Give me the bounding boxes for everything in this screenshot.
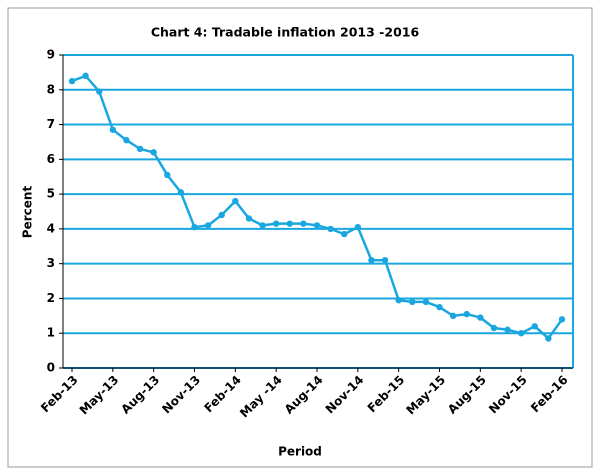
y-axis-label: Percent [21, 186, 35, 239]
data-point [449, 312, 457, 320]
chart-border [7, 7, 593, 468]
data-point [109, 126, 117, 133]
data-point [422, 298, 430, 306]
data-point [136, 145, 144, 153]
data-point [245, 215, 253, 222]
data-point [150, 149, 157, 156]
data-point [463, 310, 470, 318]
y-tick-label: 1 [47, 326, 55, 340]
data-point [395, 296, 402, 304]
data-point [545, 335, 552, 342]
data-point [300, 220, 307, 227]
data-point [204, 222, 212, 229]
y-tick-label: 3 [47, 256, 55, 270]
data-point [272, 220, 280, 227]
y-tick-label: 2 [47, 291, 55, 305]
data-point [517, 330, 525, 337]
data-point [96, 88, 103, 95]
data-point [381, 256, 389, 264]
data-point [409, 298, 416, 306]
data-point [123, 137, 130, 144]
data-point [531, 323, 538, 330]
y-tick-label: 4 [47, 221, 55, 235]
data-point [218, 211, 225, 219]
data-point [477, 314, 484, 321]
data-point [82, 72, 89, 80]
y-tick-label: 6 [47, 152, 55, 166]
data-point [354, 223, 362, 231]
data-point [490, 324, 498, 332]
data-point [177, 189, 185, 196]
y-tick-label: 7 [47, 117, 55, 131]
data-point [259, 222, 266, 229]
y-tick-label: 8 [47, 82, 55, 96]
data-point [286, 220, 293, 227]
data-point [164, 171, 171, 179]
data-point [558, 316, 566, 323]
y-tick-label: 0 [47, 361, 55, 375]
data-point [232, 197, 239, 205]
chart-title: Chart 4: Tradable inflation 2013 -2016 [151, 25, 420, 40]
y-tick-label: 5 [47, 187, 55, 201]
data-point [436, 303, 443, 311]
data-point [341, 230, 348, 238]
data-point [327, 225, 334, 233]
x-axis-label: Period [278, 445, 322, 459]
data-point [68, 77, 76, 85]
data-point [313, 222, 321, 229]
data-point [504, 326, 511, 333]
data-point [368, 256, 375, 264]
y-tick-label: 9 [47, 48, 55, 62]
data-point [191, 223, 198, 231]
